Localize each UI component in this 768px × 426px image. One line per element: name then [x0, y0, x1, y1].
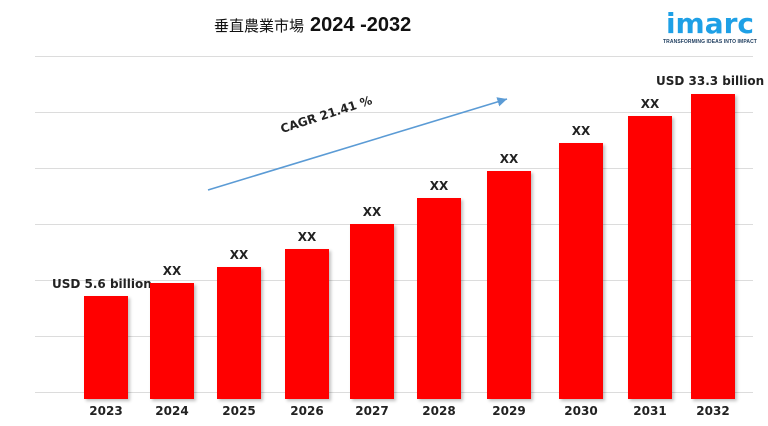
x-axis-label-2028: 2028	[422, 404, 456, 418]
chart-title: 垂直農業市場 2024 -2032	[214, 14, 411, 37]
gridline	[35, 56, 753, 57]
x-axis-label-2025: 2025	[222, 404, 256, 418]
bar-2028	[417, 198, 461, 399]
bar-2024	[150, 283, 194, 399]
chart-title-cjk: 垂直農業市場	[214, 17, 305, 35]
bar-value-label: USD 5.6 billion	[52, 277, 152, 291]
x-axis-label-2030: 2030	[564, 404, 598, 418]
gridline	[35, 168, 753, 169]
gridline	[35, 224, 753, 225]
bar-2023	[84, 296, 128, 399]
x-axis-label-2032: 2032	[696, 404, 730, 418]
gridline	[35, 336, 753, 337]
bar-2025	[217, 267, 261, 399]
logo-tagline: TRANSFORMING IDEAS INTO IMPACT	[663, 39, 757, 45]
x-axis-label-2023: 2023	[89, 404, 123, 418]
x-axis-label-2024: 2024	[155, 404, 189, 418]
gridline	[35, 392, 753, 393]
bar-2027	[350, 224, 394, 399]
bar-value-label: XX	[571, 124, 591, 138]
bar-2029	[487, 171, 531, 399]
bar-2031	[628, 116, 672, 399]
bar-value-label: XX	[162, 264, 182, 278]
chart-title-years: 2024 -2032	[310, 14, 412, 36]
bar-2026	[285, 249, 329, 399]
imarc-logo: imarc TRANSFORMING IDEAS INTO IMPACT	[660, 7, 760, 46]
x-axis-label-2027: 2027	[355, 404, 389, 418]
x-axis-label-2026: 2026	[290, 404, 324, 418]
bar-2032	[691, 94, 735, 399]
bar-value-label: XX	[297, 230, 317, 244]
gridline	[35, 112, 753, 113]
bar-2030	[559, 143, 603, 399]
bar-value-label: XX	[640, 97, 660, 111]
logo-brand: imarc	[665, 7, 755, 40]
bar-value-label: USD 33.3 billion	[656, 74, 765, 88]
bar-value-label: XX	[362, 205, 382, 219]
bar-value-label: XX	[229, 248, 249, 262]
bar-value-label: XX	[429, 179, 449, 193]
bar-value-label: XX	[499, 152, 519, 166]
x-axis-label-2029: 2029	[492, 404, 526, 418]
plot-area	[35, 0, 753, 426]
x-axis-label-2031: 2031	[633, 404, 667, 418]
gridline	[35, 280, 753, 281]
